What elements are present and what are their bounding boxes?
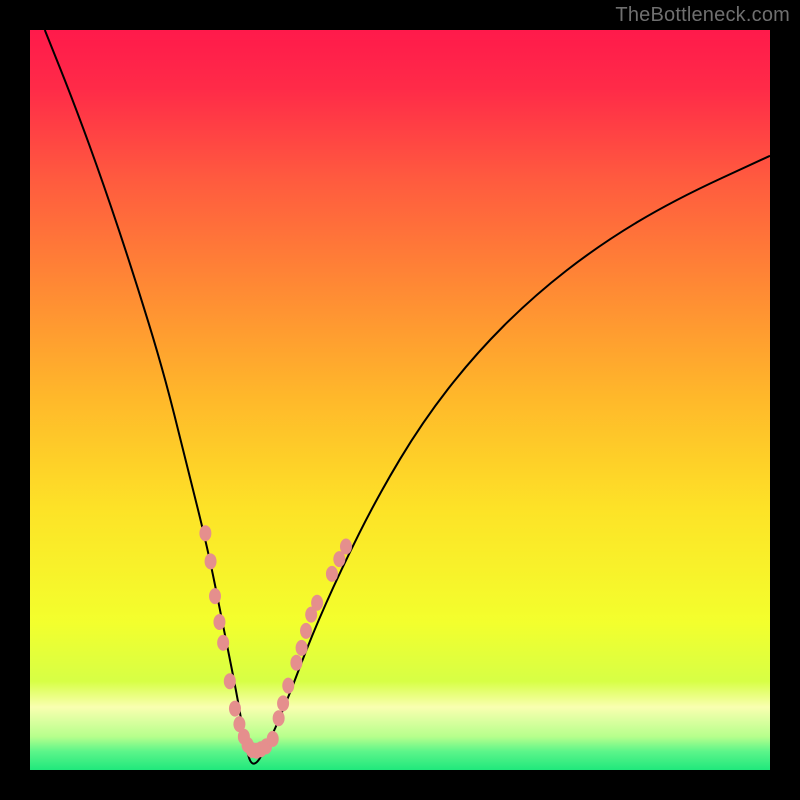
marker-dot — [290, 655, 302, 671]
marker-dot — [224, 673, 236, 689]
plot-gradient-bg — [30, 30, 770, 770]
watermark-text: TheBottleneck.com — [615, 4, 790, 27]
marker-dot — [199, 525, 211, 541]
marker-dot — [209, 588, 221, 604]
marker-dot — [282, 678, 294, 694]
marker-dot — [217, 635, 229, 651]
marker-dot — [229, 701, 241, 717]
marker-dot — [326, 566, 338, 582]
chart-stage: TheBottleneck.com — [0, 0, 800, 800]
marker-dot — [205, 553, 217, 569]
marker-dot — [273, 710, 285, 726]
marker-dot — [213, 614, 225, 630]
marker-dot — [267, 731, 279, 747]
marker-dot — [340, 539, 352, 555]
bottleneck-chart — [0, 0, 800, 800]
marker-dot — [311, 595, 323, 611]
marker-dot — [300, 623, 312, 639]
marker-dot — [296, 640, 308, 656]
marker-dot — [277, 695, 289, 711]
